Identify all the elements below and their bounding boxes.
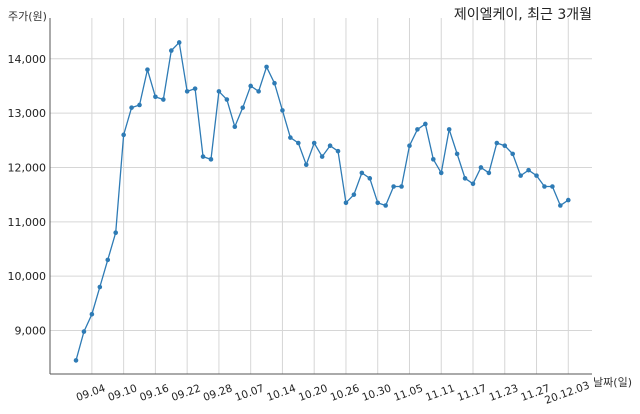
data-point bbox=[129, 105, 134, 110]
x-tick-label: 10.14 bbox=[265, 382, 298, 404]
data-point bbox=[97, 284, 103, 290]
x-tick-label: 10.30 bbox=[361, 382, 393, 404]
data-point bbox=[470, 181, 476, 187]
x-tick-label: 09.22 bbox=[170, 382, 202, 404]
data-point bbox=[502, 143, 508, 149]
data-point bbox=[168, 48, 174, 53]
data-point bbox=[399, 184, 404, 189]
data-point bbox=[121, 132, 126, 138]
x-tick-label: 11.05 bbox=[392, 382, 424, 404]
data-point bbox=[319, 154, 325, 159]
data-point bbox=[73, 358, 79, 363]
data-point bbox=[454, 151, 460, 157]
data-point bbox=[343, 200, 349, 206]
data-point bbox=[105, 257, 111, 263]
y-tick-label: 14,000 bbox=[8, 53, 47, 66]
data-point bbox=[264, 64, 269, 70]
data-point bbox=[494, 140, 500, 146]
series-line bbox=[75, 41, 569, 361]
y-tick-label: 10,000 bbox=[8, 270, 47, 283]
x-tick-label: 09.16 bbox=[138, 382, 171, 404]
data-point bbox=[303, 162, 309, 168]
data-point bbox=[446, 127, 452, 132]
y-tick-label: 9,000 bbox=[15, 325, 47, 338]
x-tick-label: 10.20 bbox=[297, 382, 329, 404]
data-point bbox=[510, 151, 515, 157]
data-point bbox=[486, 170, 492, 176]
x-tick-label: 20.12.03 bbox=[543, 380, 591, 407]
data-point bbox=[367, 176, 373, 181]
data-point bbox=[248, 83, 253, 89]
x-axis-label: 날짜(일) bbox=[593, 376, 632, 389]
data-point bbox=[438, 170, 444, 176]
data-point bbox=[375, 200, 381, 206]
data-point bbox=[176, 40, 182, 45]
data-point bbox=[153, 94, 158, 100]
data-point bbox=[565, 197, 571, 203]
data-point bbox=[256, 89, 261, 94]
y-axis-label: 주가(원) bbox=[8, 10, 47, 23]
data-point bbox=[462, 176, 468, 181]
data-point bbox=[327, 143, 333, 149]
price-series bbox=[73, 40, 571, 363]
data-point bbox=[224, 97, 230, 102]
data-point bbox=[216, 89, 222, 94]
data-point bbox=[200, 154, 206, 159]
x-tick-label: 10.26 bbox=[329, 382, 362, 404]
y-tick-label: 11,000 bbox=[8, 216, 47, 229]
data-point bbox=[478, 165, 484, 170]
data-point bbox=[161, 97, 166, 102]
x-tick-label: 09.04 bbox=[75, 382, 108, 404]
y-tick-label: 13,000 bbox=[8, 107, 47, 120]
data-point bbox=[192, 86, 198, 91]
data-point bbox=[311, 140, 317, 146]
data-point bbox=[145, 67, 150, 72]
data-point bbox=[335, 148, 341, 154]
data-point bbox=[232, 124, 238, 130]
data-point bbox=[113, 230, 118, 235]
data-point bbox=[383, 203, 388, 208]
grid bbox=[50, 18, 592, 374]
data-point bbox=[137, 102, 142, 108]
data-point bbox=[518, 173, 523, 178]
data-point bbox=[81, 329, 87, 334]
chart-title: 제이엘케이, 최근 3개월 bbox=[453, 7, 592, 23]
data-point bbox=[208, 157, 214, 162]
data-point bbox=[431, 157, 436, 162]
data-point bbox=[526, 167, 531, 173]
data-point bbox=[296, 140, 301, 146]
data-point bbox=[184, 89, 190, 94]
data-point bbox=[550, 184, 555, 189]
axes bbox=[49, 18, 592, 375]
data-point bbox=[423, 121, 428, 127]
data-point bbox=[280, 108, 285, 113]
data-point bbox=[351, 192, 357, 197]
data-point bbox=[272, 80, 277, 86]
x-tick-labels: 09.04 09.10 09.16 09.22 09.28 10.07 10.14 10.20… bbox=[75, 380, 592, 407]
data-point bbox=[542, 184, 547, 189]
y-tick-labels: 9,000 10,000 11,000 12,000 13,000 14,000 bbox=[8, 53, 47, 338]
x-tick-label: 11.17 bbox=[456, 382, 488, 404]
data-point bbox=[534, 173, 539, 178]
x-tick-label: 09.10 bbox=[106, 382, 138, 404]
data-point bbox=[391, 184, 396, 189]
data-point bbox=[558, 203, 563, 208]
y-tick-label: 12,000 bbox=[8, 161, 47, 174]
data-point bbox=[89, 311, 95, 317]
data-point bbox=[415, 127, 420, 132]
x-tick-label: 09.28 bbox=[202, 382, 234, 404]
data-point bbox=[288, 135, 293, 140]
x-tick-label: 10.07 bbox=[233, 382, 265, 404]
data-point bbox=[240, 105, 246, 110]
x-tick-label: 11.11 bbox=[424, 382, 456, 404]
x-tick-label: 11.23 bbox=[488, 382, 520, 404]
data-point bbox=[359, 170, 365, 176]
data-point bbox=[407, 143, 412, 149]
